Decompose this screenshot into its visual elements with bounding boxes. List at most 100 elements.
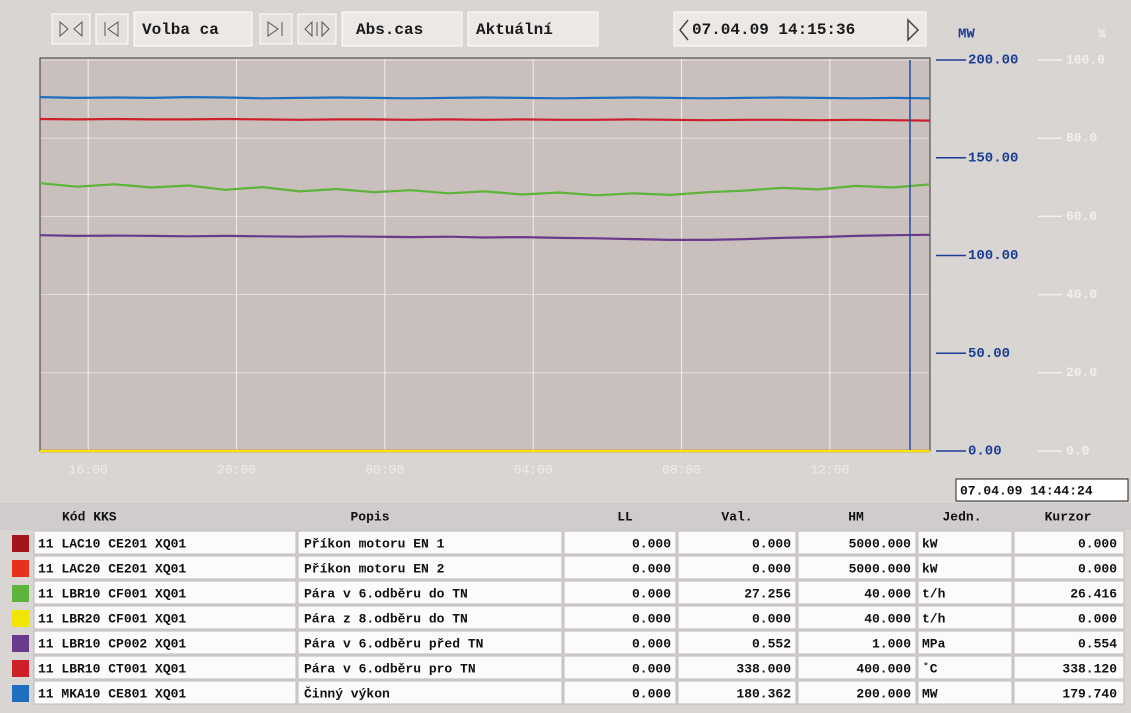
cell-text: Pára z 8.odběru do TN bbox=[304, 611, 468, 626]
table-cell bbox=[917, 680, 1013, 705]
table-cell bbox=[917, 655, 1013, 680]
chart: 16:00 20:00 00:00 04:00 08:00 12:00 0.0 20.0 40.… bbox=[39, 52, 1105, 477]
y-tick-label: 80.0 bbox=[1066, 131, 1097, 146]
cell-text: 26.416 bbox=[1070, 586, 1117, 601]
selection-field[interactable] bbox=[133, 11, 253, 47]
cursor-time: 07.04.09 14:44:24 bbox=[960, 483, 1093, 498]
column-header: Popis bbox=[350, 509, 389, 524]
cell-text: 11 LBR10 CP002 XQ01 bbox=[38, 636, 186, 651]
current-text: Aktuální bbox=[476, 21, 553, 39]
cursor-box bbox=[955, 478, 1129, 502]
table-cell bbox=[1013, 580, 1125, 605]
cell-text: kW bbox=[922, 536, 938, 551]
table-cell bbox=[1013, 680, 1125, 705]
table-cell bbox=[297, 530, 563, 555]
cell-text: 40.000 bbox=[864, 611, 911, 626]
cell-text: Příkon motoru EN 2 bbox=[304, 561, 445, 576]
table-cell bbox=[33, 680, 297, 705]
table-cell bbox=[297, 630, 563, 655]
cell-text: 5000.000 bbox=[849, 561, 912, 576]
table-cell bbox=[297, 580, 563, 605]
y-tick-label: 0.0 bbox=[1066, 443, 1090, 458]
table-cell bbox=[677, 680, 797, 705]
cell-text: 11 LAC10 CE201 XQ01 bbox=[38, 536, 186, 551]
prev-icon[interactable] bbox=[679, 19, 689, 41]
table-cell bbox=[1013, 555, 1125, 580]
cell-text: 0.000 bbox=[752, 611, 791, 626]
row-swatch bbox=[12, 660, 29, 677]
table-cell bbox=[917, 605, 1013, 630]
icon bbox=[104, 21, 119, 37]
column-header: HM bbox=[848, 509, 864, 524]
icon bbox=[304, 20, 330, 38]
y2-tick-label: 0.00 bbox=[968, 444, 1002, 460]
table-cell bbox=[563, 530, 677, 555]
x-tick-label: 12:00 bbox=[810, 462, 849, 477]
table-cell bbox=[297, 555, 563, 580]
time-field[interactable] bbox=[673, 11, 927, 47]
column-header: Kurzor bbox=[1045, 509, 1092, 524]
table-header-bg bbox=[0, 503, 1131, 530]
column-header: LL bbox=[617, 509, 633, 524]
cell-text: MW bbox=[922, 686, 938, 701]
table-cell bbox=[797, 630, 917, 655]
table-cell bbox=[797, 580, 917, 605]
cell-text: 0.000 bbox=[1078, 561, 1117, 576]
row-swatch bbox=[12, 535, 29, 552]
cell-text: t/h bbox=[922, 611, 946, 626]
row-swatch bbox=[12, 560, 29, 577]
series-line bbox=[39, 182, 931, 197]
table-cell bbox=[677, 605, 797, 630]
icon bbox=[267, 21, 283, 37]
table-cell bbox=[33, 605, 297, 630]
cell-text: 5000.000 bbox=[849, 536, 912, 551]
x-tick-label: 04:00 bbox=[514, 462, 553, 477]
table-cell bbox=[297, 655, 563, 680]
cell-text: 40.000 bbox=[864, 586, 911, 601]
table-cell bbox=[797, 680, 917, 705]
y-tick-label: 60.0 bbox=[1066, 209, 1097, 224]
cell-text: Příkon motoru EN 1 bbox=[304, 536, 445, 551]
cell-text: 338.120 bbox=[1062, 661, 1117, 676]
selection-text: Volba ca bbox=[142, 21, 219, 39]
data-table: Kód KKS Popis LL Val. HM Jedn. Kurzor 11 LAC10 … bbox=[0, 503, 1131, 705]
y2-tick-label: 150.00 bbox=[968, 150, 1018, 166]
back-button[interactable] bbox=[95, 13, 129, 45]
table-cell bbox=[797, 555, 917, 580]
table-cell bbox=[33, 530, 297, 555]
y-tick-label: 100.0 bbox=[1066, 52, 1105, 67]
cell-text: 0.000 bbox=[1078, 536, 1117, 551]
first-button[interactable] bbox=[51, 13, 91, 45]
cell-text: 11 MKA10 CE801 XQ01 bbox=[38, 686, 186, 701]
current-button[interactable] bbox=[467, 11, 599, 47]
column-header: Jedn. bbox=[942, 509, 981, 524]
x-tick-label: 08:00 bbox=[662, 462, 701, 477]
cell-text: t/h bbox=[922, 586, 946, 601]
table-cell bbox=[917, 630, 1013, 655]
icon bbox=[59, 20, 83, 38]
table-cell bbox=[1013, 655, 1125, 680]
cell-text: 0.000 bbox=[752, 561, 791, 576]
cell-text: 0.000 bbox=[752, 536, 791, 551]
cell-text: 200.000 bbox=[856, 686, 911, 701]
cell-text: 27.256 bbox=[744, 586, 791, 601]
y-tick-label: 20.0 bbox=[1066, 365, 1097, 380]
table-cell bbox=[797, 605, 917, 630]
cell-text: MPa bbox=[922, 636, 946, 651]
y-axis-label: % bbox=[1098, 26, 1106, 41]
table-cell bbox=[677, 655, 797, 680]
cell-text: Pára v 6.odběru před TN bbox=[304, 636, 483, 651]
table-cell bbox=[33, 580, 297, 605]
toolbar: Volba ca Abs.cas Aktuální 07.04.09 14:15… bbox=[51, 11, 927, 47]
forward-button[interactable] bbox=[259, 13, 293, 45]
mode-button[interactable] bbox=[341, 11, 463, 47]
row-swatch bbox=[12, 585, 29, 602]
series-line bbox=[39, 233, 931, 241]
series-line bbox=[39, 117, 931, 122]
next-icon[interactable] bbox=[907, 18, 920, 42]
table-cell bbox=[297, 605, 563, 630]
table-cell bbox=[1013, 630, 1125, 655]
table-cell bbox=[917, 530, 1013, 555]
cell-text: Pára v 6.odběru do TN bbox=[304, 586, 468, 601]
